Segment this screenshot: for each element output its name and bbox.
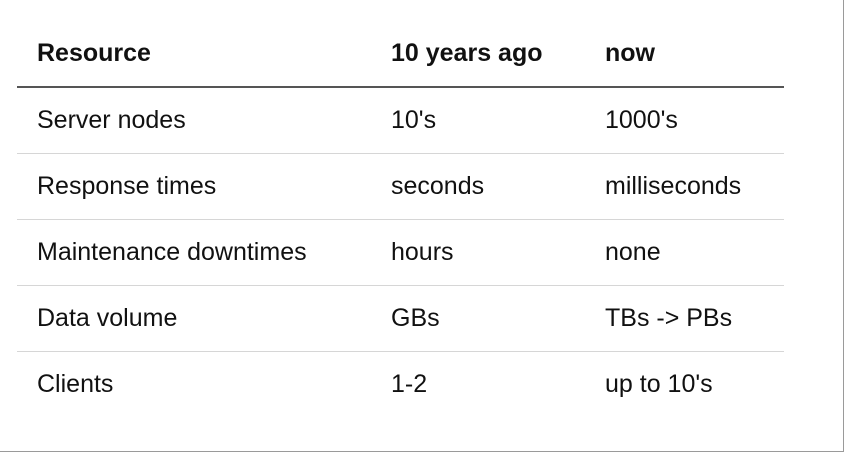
cell-now: none [585,219,784,286]
cell-now: TBs -> PBs [585,285,784,352]
table-row: Clients 1-2 up to 10's [17,351,784,417]
resource-comparison-table: Resource 10 years ago now Server nodes 1… [17,20,784,417]
cell-resource: Server nodes [37,106,186,134]
table-row: Response times seconds milliseconds [17,153,784,220]
cell-now: up to 10's [585,351,784,417]
cell-now: 1000's [605,106,678,134]
cell-10-years-ago: 10's [391,106,437,134]
cell-10-years-ago: seconds [371,153,585,220]
cell-10-years-ago: GBs [371,285,585,352]
cell-resource: Maintenance downtimes [17,219,371,286]
column-header-resource: Resource [17,20,371,88]
table-header: Resource 10 years ago now [17,20,784,88]
cell-resource: Response times [17,153,371,220]
table-body: Server nodes 10's 1000's Response times … [17,87,784,417]
table-row: Data volume GBs TBs -> PBs [17,285,784,352]
header-row: Resource 10 years ago now [17,20,784,88]
cell-now: milliseconds [585,153,784,220]
cell-resource: Clients [17,351,371,417]
cell-10-years-ago: 1-2 [371,351,585,417]
column-header-now: now [585,20,784,88]
table-row: Server nodes 10's 1000's [17,87,784,154]
column-header-10-years-ago: 10 years ago [371,20,585,88]
cell-10-years-ago: hours [371,219,585,286]
cell-resource: Data volume [17,285,371,352]
table-row: Maintenance downtimes hours none [17,219,784,286]
